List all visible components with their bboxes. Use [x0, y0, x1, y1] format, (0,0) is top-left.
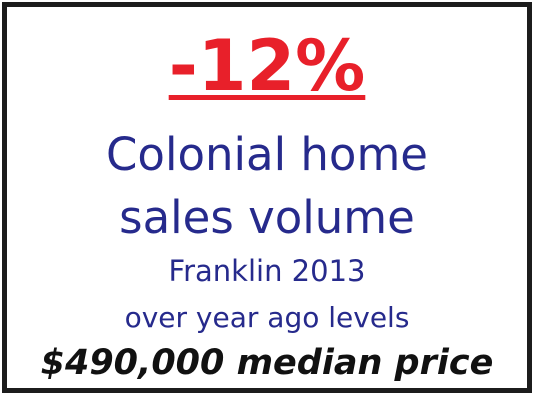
home-type-line: Colonial home — [106, 128, 428, 181]
median-price-line: $490,000 median price — [40, 343, 494, 383]
metric-line: sales volume — [119, 191, 415, 244]
stat-card: -12% Colonial home sales volume Franklin… — [2, 2, 532, 393]
comparison-line: over year ago levels — [124, 301, 410, 334]
location-year-line: Franklin 2013 — [168, 254, 366, 288]
percent-change-headline: -12% — [168, 25, 366, 107]
